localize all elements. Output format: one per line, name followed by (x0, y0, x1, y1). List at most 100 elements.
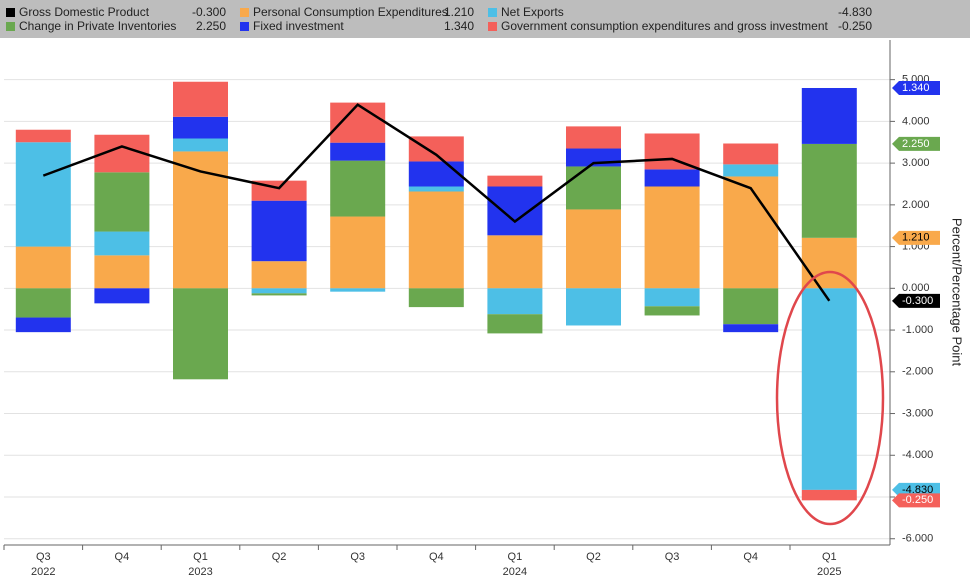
y-tick-label: -6.000 (902, 533, 933, 545)
value-callout (892, 493, 940, 508)
y-tick-label: -3.000 (902, 407, 933, 419)
bar-segment (251, 288, 307, 294)
value-callout-label: -0.300 (902, 295, 933, 307)
x-tick-label: Q2 (586, 551, 601, 563)
bar-segment (566, 166, 621, 210)
bar-segment (408, 186, 464, 192)
bar-segment (15, 142, 71, 247)
x-tick-label: Q1 (822, 551, 837, 563)
bar-segment (408, 191, 464, 289)
bar-segment (15, 129, 71, 143)
legend-swatch (240, 22, 249, 31)
bar-segment (644, 306, 700, 316)
bar-segment (94, 255, 150, 289)
bar-segment (15, 288, 71, 318)
legend-value: 1.210 (444, 5, 474, 19)
gdp-line (42, 103, 831, 302)
legend-label: Government consumption expenditures and … (501, 19, 829, 33)
bar-segment (408, 161, 464, 187)
bar-segment (644, 169, 700, 187)
bar-segment (723, 288, 779, 325)
bar-segment (173, 81, 228, 117)
highlight-ellipse (775, 270, 885, 526)
x-group-label: 2023 (188, 566, 212, 578)
bar-segment (723, 324, 779, 333)
bar-segment (644, 288, 700, 307)
y-tick-label: -4.000 (902, 449, 933, 461)
legend-value: 1.340 (444, 19, 474, 33)
y-tick-label: -1.000 (902, 324, 933, 336)
legend-background (0, 0, 970, 38)
bar-segment (487, 175, 543, 187)
bar-segment (15, 246, 71, 289)
bar-segment (487, 186, 543, 236)
legend-swatch (488, 8, 497, 17)
value-callout-label: 2.250 (902, 138, 930, 150)
x-group-label: 2024 (503, 566, 527, 578)
legend-label: Personal Consumption Expenditures (253, 5, 448, 19)
bar-segment (487, 314, 543, 334)
bar-segment (94, 288, 150, 304)
legend-label: Change in Private Inventories (19, 19, 176, 33)
bar-segment (487, 235, 543, 289)
bar-segment (644, 186, 700, 289)
x-tick-label: Q3 (36, 551, 51, 563)
bar-segment (644, 133, 700, 170)
x-tick-label: Q1 (193, 551, 208, 563)
bar-segment (723, 164, 779, 177)
bar-segment (330, 216, 386, 289)
bar-segment (723, 143, 779, 165)
bar-segment (94, 231, 150, 256)
bar-segment (801, 143, 857, 238)
x-group-label: 2022 (31, 566, 55, 578)
bar-segment (330, 102, 386, 143)
value-callout (892, 136, 940, 151)
legend-value: -4.830 (838, 5, 872, 19)
plot-area (3, 40, 895, 550)
y-tick-label: 0.000 (902, 282, 930, 294)
bar-segment (487, 288, 543, 315)
value-callout-label: -0.250 (902, 494, 933, 506)
y-tick-label: 3.000 (902, 157, 930, 169)
bar-segment (173, 288, 228, 380)
bar-segment (566, 126, 621, 149)
y-tick-label: 2.000 (902, 199, 930, 211)
bar-segment (801, 489, 857, 501)
value-callout (892, 230, 940, 245)
bar-segment (251, 200, 307, 262)
bar-segment (15, 317, 71, 333)
x-tick-label: Q3 (350, 551, 365, 563)
value-callout (892, 80, 940, 95)
bar-segment (330, 160, 386, 217)
legend-swatch (6, 8, 15, 17)
x-tick-label: Q4 (743, 551, 758, 563)
y-axis-label: Percent/Percentage Point (950, 218, 965, 367)
bar-segment (330, 288, 386, 292)
bar-segment (723, 176, 779, 289)
legend-value: 2.250 (196, 19, 226, 33)
x-tick-label: Q2 (272, 551, 287, 563)
y-tick-label: 4.000 (902, 115, 930, 127)
legend-label: Gross Domestic Product (19, 5, 150, 19)
legend-swatch (488, 22, 497, 31)
value-callout-label: 1.210 (902, 232, 930, 244)
bar-segment (566, 209, 621, 289)
legend-label: Fixed investment (253, 19, 344, 33)
bar-segment (408, 136, 464, 162)
x-tick-label: Q1 (508, 551, 523, 563)
bar-segment (801, 288, 857, 490)
x-tick-label: Q4 (429, 551, 444, 563)
legend-value: -0.250 (838, 19, 872, 33)
bar-segment (251, 293, 307, 296)
bar-segment (251, 261, 307, 289)
legend-swatch (240, 8, 249, 17)
x-group-label: 2025 (817, 566, 841, 578)
y-tick-label: -2.000 (902, 366, 933, 378)
bar-segment (330, 142, 386, 161)
bar-segment (94, 172, 150, 232)
x-tick-label: Q3 (665, 551, 680, 563)
bar-segment (408, 288, 464, 308)
x-tick-label: Q4 (115, 551, 130, 563)
